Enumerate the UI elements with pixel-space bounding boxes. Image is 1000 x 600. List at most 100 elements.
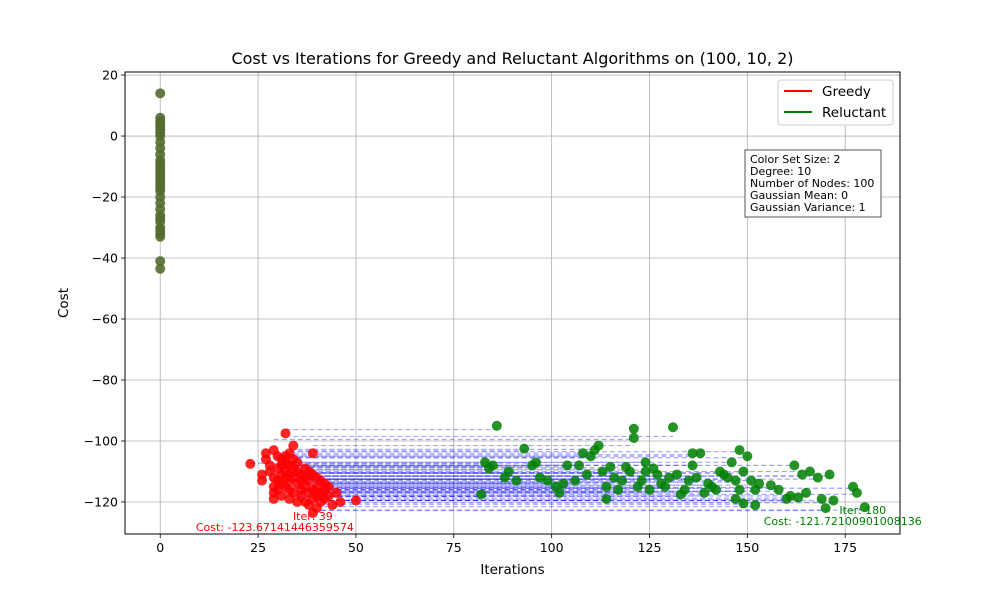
reluctant-point xyxy=(793,492,804,503)
reluctant-point xyxy=(503,466,514,477)
reluctant-point xyxy=(574,460,585,471)
reluctant-point xyxy=(609,472,620,483)
annotation-iter: Iter: 39 xyxy=(293,510,333,523)
greedy-point xyxy=(323,490,334,501)
greedy-point xyxy=(276,490,287,501)
y-tick-label: −40 xyxy=(92,251,118,266)
reluctant-point xyxy=(636,475,647,486)
y-tick-label: −20 xyxy=(92,190,118,205)
reluctant-point xyxy=(476,489,487,500)
reluctant-point xyxy=(734,445,745,456)
reluctant-point xyxy=(628,423,639,434)
reluctant-point xyxy=(640,457,651,468)
annotation-cost: Cost: -121.72100901008136 xyxy=(764,515,922,528)
plot-area xyxy=(125,72,900,534)
x-tick-label: 25 xyxy=(250,540,266,555)
reluctant-point xyxy=(542,475,553,486)
reluctant-point xyxy=(640,466,651,477)
reluctant-point xyxy=(581,469,592,480)
reluctant-point xyxy=(534,472,545,483)
legend-reluctant-label: Reluctant xyxy=(822,105,886,121)
greedy-point xyxy=(323,481,334,492)
greedy-points xyxy=(245,428,361,518)
initial-cost-points xyxy=(155,88,166,274)
initial-point xyxy=(155,256,166,267)
reluctant-point xyxy=(613,484,624,495)
reluctant-point xyxy=(617,475,628,486)
y-tick-label: −80 xyxy=(92,373,118,388)
reluctant-point xyxy=(699,487,710,498)
axis-ticks: 0 25 50 75 100 125 150 175200−20−40−60−80−100−1… xyxy=(84,68,857,555)
y-tick-label: 0 xyxy=(110,129,118,144)
x-tick-label: 175 xyxy=(833,540,857,555)
reluctant-point xyxy=(687,448,698,459)
reluctant-point xyxy=(558,478,569,489)
x-tick-label: 75 xyxy=(446,540,462,555)
greedy-point xyxy=(268,493,279,504)
reluctant-point xyxy=(742,451,753,462)
initial-point xyxy=(155,88,166,99)
x-tick-label: 0 xyxy=(156,540,164,555)
y-tick-label: 20 xyxy=(102,68,118,83)
reluctant-point xyxy=(746,475,757,486)
info-box: Color Set Size: 2 Degree: 10 Number of N… xyxy=(744,149,882,218)
reluctant-point xyxy=(577,448,588,459)
legend-greedy-label: Greedy xyxy=(822,84,871,100)
reluctant-point xyxy=(597,466,608,477)
reluctant-point xyxy=(530,457,541,468)
reluctant-point xyxy=(754,478,765,489)
reluctant-point xyxy=(695,448,706,459)
greedy-point xyxy=(292,457,303,468)
reluctant-point xyxy=(624,466,635,477)
reluctant-point xyxy=(797,469,808,480)
x-tick-label: 100 xyxy=(540,540,564,555)
info-color-set: Color Set Size: 2 xyxy=(750,153,841,166)
reluctant-point xyxy=(644,484,655,495)
initial-point xyxy=(155,231,166,242)
reluctant-points xyxy=(476,420,870,514)
greedy-point xyxy=(331,487,342,498)
chart-title: Cost vs Iterations for Greedy and Reluct… xyxy=(231,49,793,68)
reluctant-point xyxy=(851,487,862,498)
reluctant-point xyxy=(562,460,573,471)
annotation-iter: Iter: 180 xyxy=(839,504,886,517)
reluctant-point xyxy=(687,460,698,471)
info-nodes: Number of Nodes: 100 xyxy=(750,177,874,190)
reluctant-point xyxy=(570,475,581,486)
reluctant-point xyxy=(683,475,694,486)
greedy-point xyxy=(288,440,299,451)
greedy-point xyxy=(327,500,338,511)
info-degree: Degree: 10 xyxy=(750,165,811,178)
reluctant-point xyxy=(734,484,745,495)
reluctant-point xyxy=(785,490,796,501)
reluctant-point xyxy=(667,422,678,433)
y-tick-label: −100 xyxy=(84,433,118,448)
info-mean: Gaussian Mean: 0 xyxy=(750,189,848,202)
reluctant-point xyxy=(660,481,671,492)
x-tick-label: 50 xyxy=(348,540,364,555)
x-tick-label: 125 xyxy=(638,540,662,555)
reluctant-point xyxy=(859,502,870,513)
grid-lines xyxy=(125,72,900,534)
y-tick-label: −120 xyxy=(84,494,118,509)
greedy-point xyxy=(335,496,346,507)
reluctant-point xyxy=(691,472,702,483)
greedy-point xyxy=(256,475,267,486)
info-variance: Gaussian Variance: 1 xyxy=(750,201,866,214)
reluctant-point xyxy=(816,493,827,504)
greedy-point xyxy=(280,428,291,439)
reluctant-point xyxy=(773,484,784,495)
greedy-point xyxy=(350,495,361,506)
reluctant-point xyxy=(511,475,522,486)
reluctant-point xyxy=(628,432,639,443)
reluctant-point xyxy=(601,481,612,492)
reluctant-point xyxy=(828,495,839,506)
reluctant-point xyxy=(519,443,530,454)
reluctant-point xyxy=(730,475,741,486)
info-box-frame xyxy=(744,149,882,218)
reluctant-point xyxy=(711,484,722,495)
reluctant-point xyxy=(593,440,604,451)
reluctant-point xyxy=(671,469,682,480)
